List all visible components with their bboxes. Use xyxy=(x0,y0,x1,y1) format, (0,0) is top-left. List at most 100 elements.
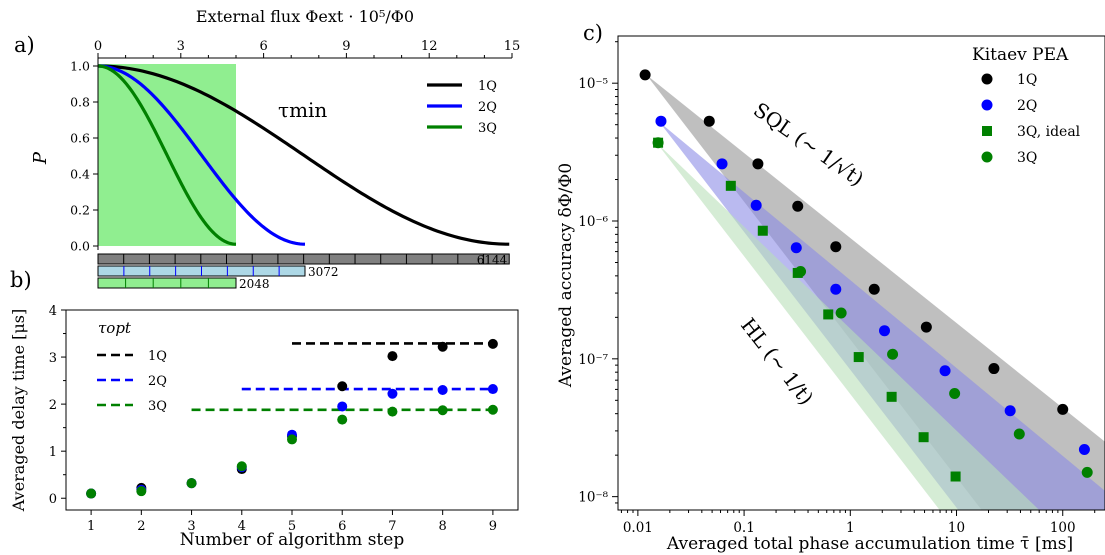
point-1Q xyxy=(830,241,842,253)
x-tick-label: 5 xyxy=(288,519,296,534)
point-2Q xyxy=(830,283,842,295)
y-tick-label: 1.0 xyxy=(70,59,90,74)
point-3Q xyxy=(236,461,247,472)
bar-label: 3072 xyxy=(308,265,339,279)
point-1Q xyxy=(1057,403,1069,415)
y-axis-label: Averaged delay time [μs] xyxy=(9,309,28,513)
legend-label: 3Q xyxy=(478,121,497,136)
point-3Q xyxy=(795,266,807,278)
y-tick-label: 1 xyxy=(49,445,57,460)
x-tick-label: 7 xyxy=(388,519,396,534)
point-1Q xyxy=(792,200,804,212)
point-3Q xyxy=(86,488,97,499)
point-1Q xyxy=(437,341,448,352)
legend-marker xyxy=(981,99,993,111)
point-2Q xyxy=(1004,405,1016,417)
point-3Q, ideal xyxy=(886,391,897,402)
point-1Q xyxy=(639,69,651,81)
plot-frame xyxy=(617,35,1105,511)
panel-c-chart: 0.01 0.1 1 10 100 10⁻⁸ 10⁻⁷ 10⁻⁶ 10⁻⁵ Averaged to… xyxy=(556,35,1105,554)
point-2Q xyxy=(487,384,498,395)
point-3Q xyxy=(949,388,961,400)
point-3Q xyxy=(337,414,348,425)
legend-label: 1Q xyxy=(478,79,497,94)
point-3Q xyxy=(387,406,398,417)
x-tick-label: 10 xyxy=(948,520,965,536)
legend-title: Kitaev PEA xyxy=(972,45,1069,65)
point-2Q xyxy=(655,115,667,127)
point-3Q xyxy=(186,478,197,489)
point-3Q xyxy=(887,348,899,360)
legend-label: 1Q xyxy=(148,349,167,364)
band-1 xyxy=(659,122,1105,510)
top-tick-label: 3 xyxy=(177,39,185,54)
x-tick-label: 1 xyxy=(87,519,95,534)
x-tick-label: 4 xyxy=(238,519,246,534)
point-3Q xyxy=(1081,466,1093,478)
point-2Q xyxy=(879,325,891,337)
point-2Q xyxy=(939,365,951,377)
legend-label: 3Q xyxy=(1017,150,1037,166)
y-tick-label: 10⁻⁵ xyxy=(578,76,608,92)
point-2Q xyxy=(337,401,348,412)
bar-2048 xyxy=(97,277,237,289)
legend-label: 2Q xyxy=(1017,98,1037,114)
panel-b-label: b) xyxy=(10,268,32,292)
x-axis-label: Number of algorithm step xyxy=(180,530,405,550)
x-tick-label: 100 xyxy=(1050,520,1076,536)
bar-label: 6144 xyxy=(477,253,508,267)
point-3Q, ideal xyxy=(950,471,961,482)
y-tick-label: 10⁻⁷ xyxy=(578,352,608,368)
point-2Q xyxy=(387,388,398,399)
point-3Q, ideal xyxy=(725,180,736,191)
y-tick-label: 10⁻⁶ xyxy=(578,214,608,230)
curve-3Q xyxy=(97,64,237,246)
band-2 xyxy=(656,142,1040,510)
point-2Q xyxy=(750,199,762,211)
point-1Q xyxy=(868,283,880,295)
point-3Q xyxy=(287,434,297,445)
point-2Q xyxy=(437,385,448,395)
y-tick-label: 3 xyxy=(49,351,57,366)
panel-c-label: c) xyxy=(583,21,603,45)
point-3Q xyxy=(835,307,847,319)
point-1Q xyxy=(337,381,348,392)
y-axis-label: P xyxy=(30,151,51,165)
y-tick-label: 0.6 xyxy=(70,131,90,146)
x-tick-label: 6 xyxy=(338,519,346,534)
x-tick-label: 8 xyxy=(439,519,447,534)
legend-label: 1Q xyxy=(1017,72,1037,88)
top-tick-label: 0 xyxy=(94,39,102,54)
x-axis-label: Averaged total phase accumulation time τ… xyxy=(666,534,1073,554)
point-2Q xyxy=(716,158,728,170)
panel-a-label: a) xyxy=(14,33,35,57)
curve-1Q xyxy=(97,64,510,246)
point-3Q, ideal xyxy=(918,432,929,443)
top-tick-label: 15 xyxy=(504,39,521,54)
y-tick-label: 4 xyxy=(49,304,57,319)
point-2Q xyxy=(790,242,802,254)
y-axis-label: Averaged accuracy δΦ/Φ0 xyxy=(556,163,576,388)
x-tick-label: 0.01 xyxy=(623,520,653,536)
point-1Q xyxy=(487,338,498,349)
point-1Q xyxy=(387,351,398,362)
x-tick-label: 2 xyxy=(137,519,145,534)
x-tick-label: 1 xyxy=(846,520,855,536)
tau-min-annotation: τmin xyxy=(278,98,327,122)
point-3Q xyxy=(487,404,498,415)
top-axis-label: External flux Φext · 10⁵/Φ0 xyxy=(196,7,414,26)
bar-label: 2048 xyxy=(239,277,270,291)
point-1Q xyxy=(988,363,1000,375)
legend-marker xyxy=(981,73,993,85)
y-tick-label: 0 xyxy=(49,492,57,507)
y-tick-label: 0.0 xyxy=(70,239,90,254)
point-3Q xyxy=(437,405,448,416)
curve-2Q xyxy=(97,64,306,246)
y-tick-label: 0.8 xyxy=(70,95,90,110)
legend-marker xyxy=(982,126,992,136)
y-tick-label: 0.2 xyxy=(70,203,90,218)
point-3Q, ideal xyxy=(823,309,834,320)
point-3Q, ideal xyxy=(853,352,864,363)
point-3Q xyxy=(1013,428,1025,440)
